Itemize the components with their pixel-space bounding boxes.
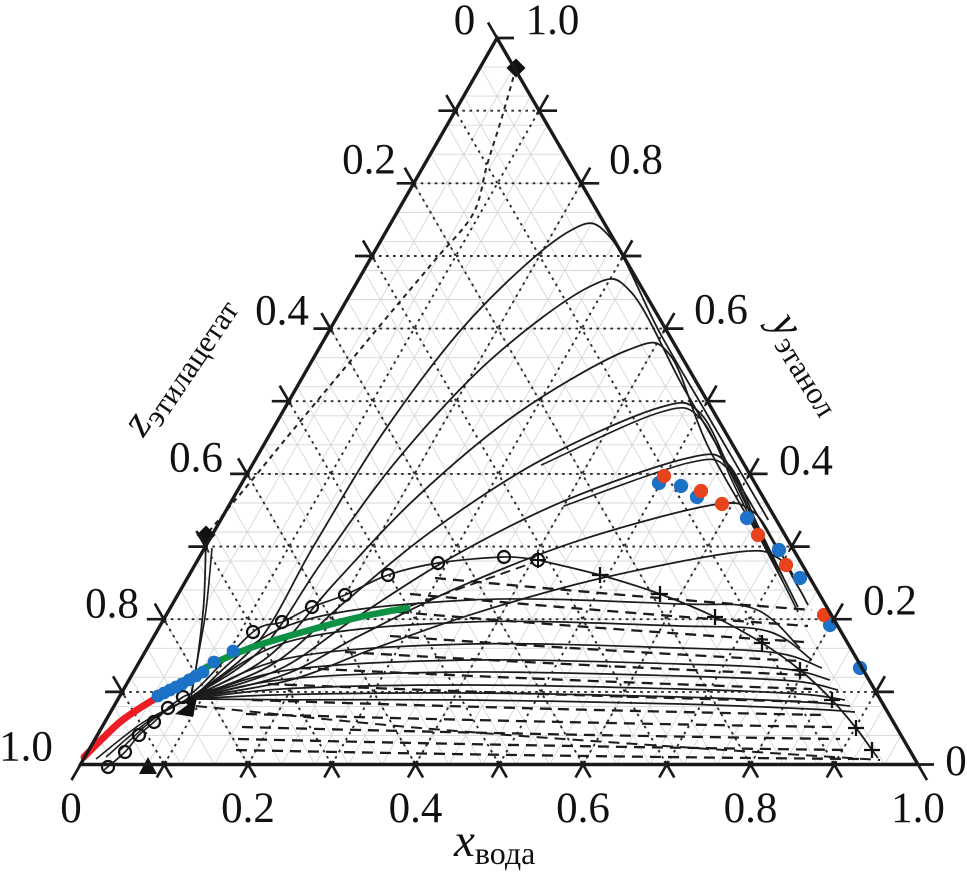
svg-text:0.4: 0.4 [255,288,309,335]
svg-text:0: 0 [454,0,476,44]
svg-text:1.0: 1.0 [0,724,53,771]
svg-text:0.2: 0.2 [221,785,275,832]
svg-text:0.8: 0.8 [724,785,778,832]
svg-text:0.8: 0.8 [609,137,663,184]
svg-text:1.0: 1.0 [891,785,945,832]
svg-text:0.2: 0.2 [342,137,396,184]
svg-text:0.6: 0.6 [694,287,748,334]
svg-text:0.2: 0.2 [863,578,917,625]
svg-text:0.8: 0.8 [85,581,139,628]
svg-text:0: 0 [945,738,967,785]
svg-text:0.4: 0.4 [779,438,833,485]
svg-text:0: 0 [60,785,82,832]
svg-text:0.6: 0.6 [556,785,610,832]
svg-text:0.6: 0.6 [169,435,223,482]
svg-text:0.4: 0.4 [389,785,443,832]
svg-text:1.0: 1.0 [526,0,580,44]
